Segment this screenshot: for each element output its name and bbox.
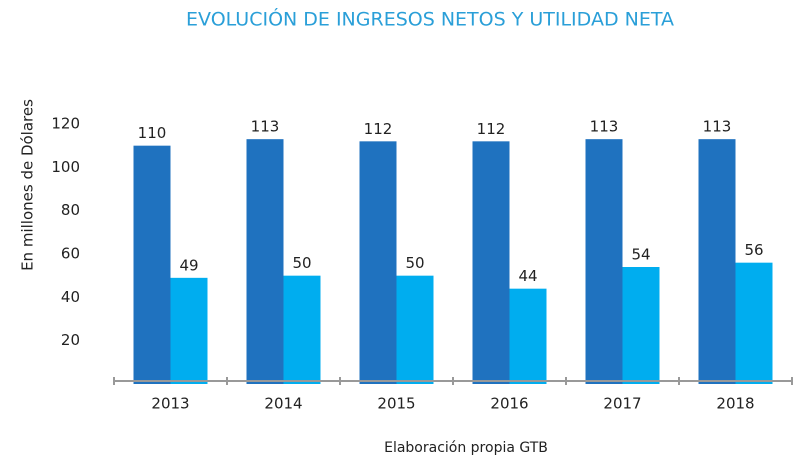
bar: [246, 139, 284, 384]
x-tick-label: 2014: [264, 395, 302, 413]
y-tick-label: 60: [61, 245, 80, 263]
y-tick-label: 20: [61, 331, 80, 349]
x-tick-label: 2013: [151, 395, 189, 413]
value-label: 44: [518, 267, 537, 285]
y-tick-label: 40: [61, 288, 80, 306]
value-label: 112: [477, 120, 506, 138]
value-label: 49: [179, 256, 198, 274]
bar: [396, 275, 434, 384]
value-label: 113: [590, 118, 619, 136]
bar: [735, 262, 773, 384]
value-label: 110: [138, 124, 167, 142]
bar: [698, 139, 736, 384]
bar: [359, 141, 397, 384]
y-tick-label: 120: [51, 115, 80, 133]
value-label: 50: [292, 254, 311, 272]
x-tick-label: 2015: [377, 395, 415, 413]
bar: [472, 141, 510, 384]
bar: [133, 145, 171, 384]
x-tick-label: 2018: [716, 395, 754, 413]
value-label: 56: [744, 241, 763, 259]
value-label: 54: [631, 246, 650, 264]
y-tick-label: 100: [51, 158, 80, 176]
x-tick-label: 2016: [490, 395, 528, 413]
x-tick-label: 2017: [603, 395, 641, 413]
bar: [622, 267, 660, 384]
value-label: 50: [405, 254, 424, 272]
value-label: 113: [703, 118, 732, 136]
chart-title: EVOLUCIÓN DE INGRESOS NETOS Y UTILIDAD N…: [186, 7, 674, 31]
value-label: 112: [364, 120, 393, 138]
bar: [509, 288, 547, 384]
bar: [585, 139, 623, 384]
bar: [283, 275, 321, 384]
y-axis-label: En millones de Dólares: [19, 99, 37, 271]
bar: [170, 277, 208, 384]
y-tick-label: 80: [61, 201, 80, 219]
note: Elaboración propia GTB: [384, 440, 548, 456]
value-label: 113: [251, 118, 280, 136]
